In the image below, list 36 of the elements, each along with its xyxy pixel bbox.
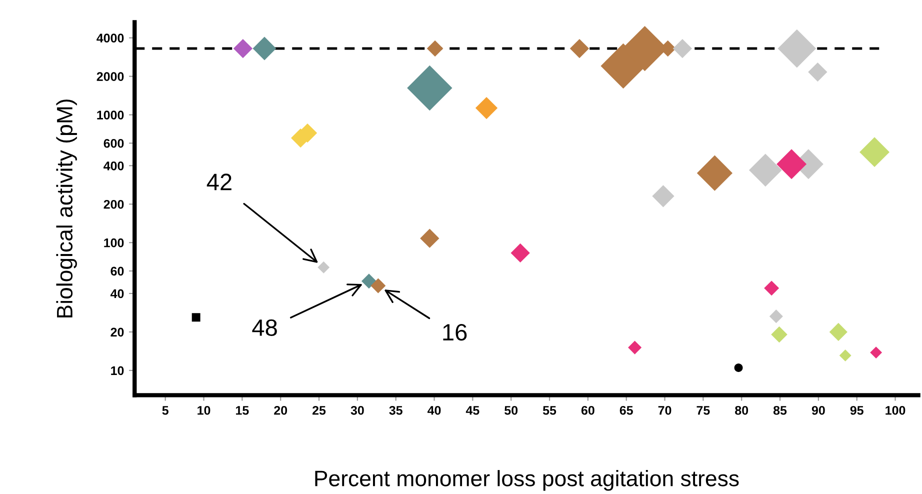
x-tick-label: 35 (389, 406, 402, 415)
x-tick-label: 65 (620, 406, 633, 415)
y-tick-label: 200 (104, 200, 124, 209)
x-tick-label: 15 (236, 406, 249, 415)
x-tick-label: 85 (773, 406, 787, 415)
x-tick-label: 25 (312, 406, 326, 415)
y-tick-label: 40 (110, 289, 124, 298)
x-tick-label: 70 (658, 406, 672, 415)
y-tick-label: 10 (111, 366, 124, 376)
annotation: 42 (206, 174, 232, 190)
x-axis-title: Percent monomer loss post agitation stress (315, 470, 739, 491)
x-tick-label: 95 (850, 406, 864, 415)
x-tick-label: 30 (350, 406, 364, 415)
annotation: 48 (252, 319, 277, 336)
y-tick-label: 600 (104, 138, 124, 148)
x-tick-label: 75 (696, 406, 710, 415)
x-tick-label: 45 (466, 406, 480, 415)
x-tick-label: 10 (198, 406, 210, 415)
x-tick-label: 60 (581, 406, 594, 415)
x-tick-label: 80 (735, 406, 748, 415)
x-tick-label: 40 (428, 406, 441, 415)
x-tick-label: 55 (542, 406, 556, 415)
x-tick-label: 100 (886, 406, 906, 415)
x-tick-label: 20 (274, 406, 288, 415)
y-tick-label: 60 (110, 266, 124, 276)
y-tick-label: 100 (104, 238, 124, 248)
annotation: 16 (443, 324, 467, 341)
x-tick-label: 90 (812, 406, 825, 415)
y-tick-label: 4000 (96, 34, 124, 43)
x-tick-label: 5 (162, 406, 168, 415)
y-tick-label: 400 (104, 161, 124, 170)
y-tick-label: 2000 (96, 72, 124, 81)
y-tick-label: 1000 (97, 110, 124, 120)
y-axis-title: Biological activity (pM) (56, 100, 77, 318)
y-tick-label: 20 (110, 328, 124, 337)
x-tick-label: 50 (504, 406, 518, 415)
